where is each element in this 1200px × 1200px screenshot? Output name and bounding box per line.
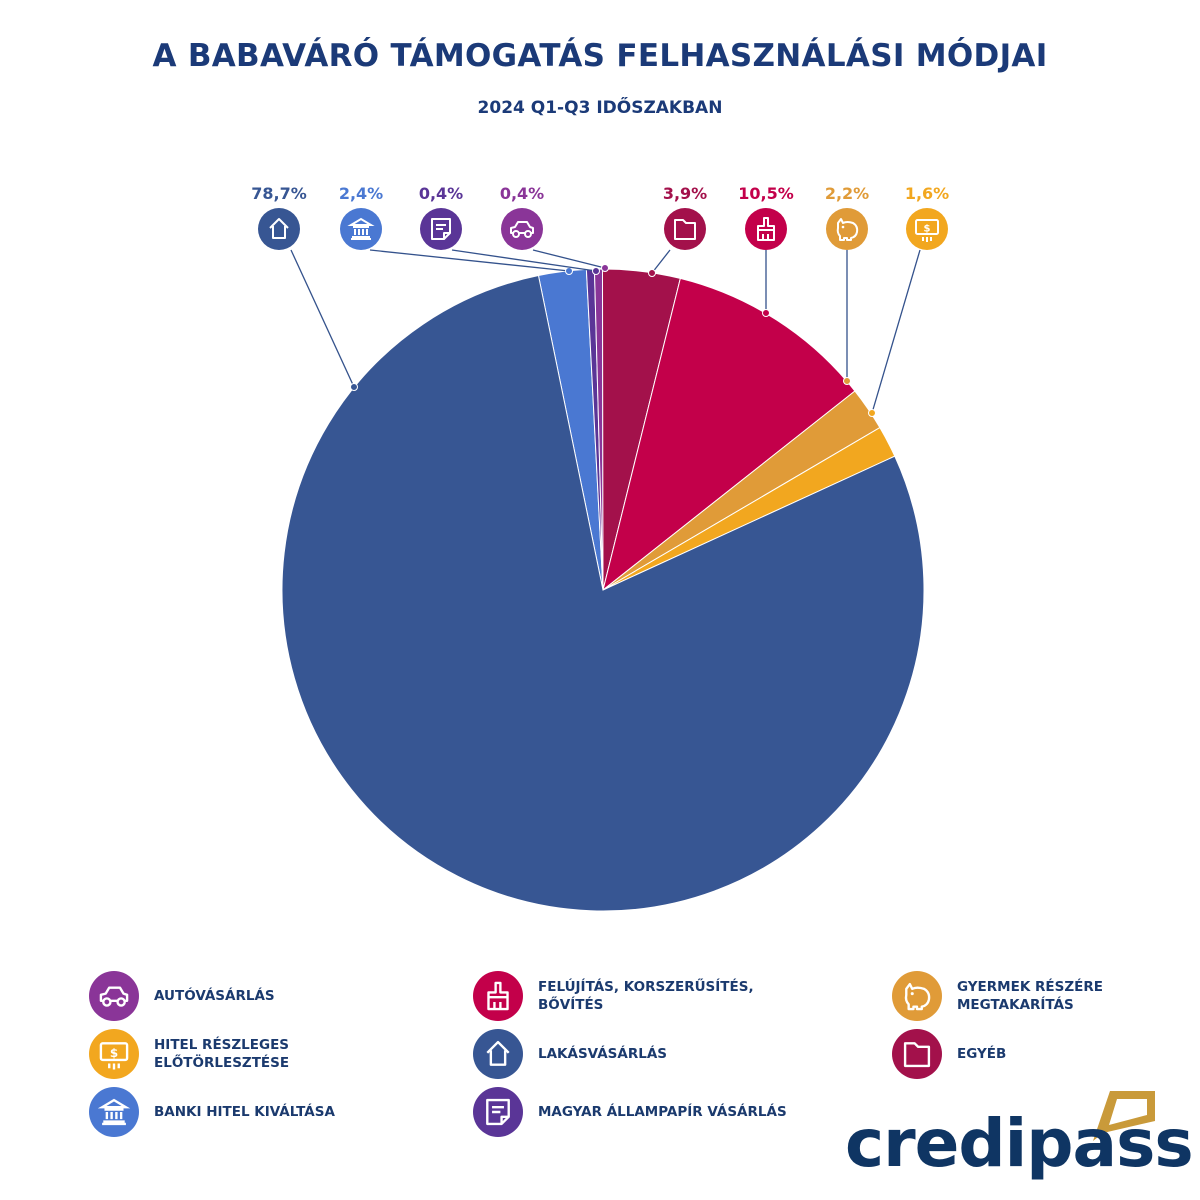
legend-swatch — [89, 1087, 139, 1137]
legend-swatch — [892, 1029, 942, 1079]
leader-line — [532, 249, 606, 269]
svg-text:$: $ — [110, 1046, 118, 1060]
car-icon — [501, 208, 543, 250]
leader-line — [871, 249, 921, 414]
chart-title: A BABAVÁRÓ TÁMOGATÁS FELHASZNÁLÁSI MÓDJA… — [152, 38, 1048, 74]
data-label: 3,9% — [663, 184, 707, 203]
legend-swatch: $ — [89, 1029, 139, 1079]
legend-label: MAGYAR ÁLLAMPAPÍR VÁSÁRLÁS — [538, 1104, 787, 1120]
svg-text:$: $ — [924, 224, 931, 235]
leader-dot — [762, 309, 770, 317]
legend-item: EGYÉB — [891, 1028, 1200, 1080]
legend-label: EGYÉB — [957, 1046, 1007, 1062]
data-label: 10,5% — [738, 184, 794, 203]
leader-line — [290, 249, 355, 388]
leader-line — [451, 249, 597, 272]
piggy-bank-icon — [892, 971, 942, 1021]
leader-dot — [592, 267, 600, 275]
legend-label: AUTÓVÁSÁRLÁS — [154, 988, 275, 1004]
paintbrush-icon — [473, 971, 523, 1021]
legend-label: BANKI HITEL KIVÁLTÁSA — [154, 1104, 335, 1120]
folder-icon — [892, 1029, 942, 1079]
piggy-bank-icon — [826, 208, 868, 250]
legend-swatch — [473, 1029, 523, 1079]
legend-swatch — [89, 971, 139, 1021]
legend-label: GYERMEK RÉSZÉRE MEGTAKARÍTÁS — [957, 979, 1103, 1013]
legend-swatch — [473, 1087, 523, 1137]
chart-subtitle: 2024 Q1-Q3 IDŐSZAKBAN — [477, 98, 723, 118]
document-icon — [420, 208, 462, 250]
car-icon — [89, 971, 139, 1021]
banknote-icon: $ — [906, 208, 948, 250]
legend-label: FELÚJÍTÁS, KORSZERŰSÍTÉS, BŐVÍTÉS — [538, 979, 754, 1013]
data-label: 0,4% — [419, 184, 463, 203]
bank-icon — [89, 1087, 139, 1137]
document-icon — [473, 1087, 523, 1137]
leader-dot — [350, 383, 358, 391]
leader-dot — [601, 264, 609, 272]
legend-swatch — [892, 971, 942, 1021]
legend-item: FELÚJÍTÁS, KORSZERŰSÍTÉS, BŐVÍTÉS — [472, 970, 788, 1022]
data-label: 0,4% — [500, 184, 544, 203]
folder-icon — [664, 208, 706, 250]
bank-icon — [340, 208, 382, 250]
legend-item: GYERMEK RÉSZÉRE MEGTAKARÍTÁS — [891, 970, 1200, 1022]
logo-mark-icon — [1093, 1091, 1155, 1141]
leader-dot — [648, 269, 656, 277]
data-label: 2,4% — [339, 184, 383, 203]
leader-dot — [868, 409, 876, 417]
legend-swatch — [473, 971, 523, 1021]
legend-label: LAKÁSVÁSÁRLÁS — [538, 1046, 668, 1062]
banknote-icon: $ — [89, 1029, 139, 1079]
legend-item: LAKÁSVÁSÁRLÁS — [472, 1028, 788, 1080]
pie-slice-house — [281, 274, 925, 912]
legend-item: BANKI HITEL KIVÁLTÁSA — [88, 1086, 404, 1138]
legend-item: $ HITEL RÉSZLEGES ELŐTÖRLESZTÉSE — [88, 1028, 404, 1080]
data-label: 2,2% — [825, 184, 869, 203]
house-icon — [258, 208, 300, 250]
logo-text: credipass — [845, 1105, 1194, 1182]
legend-label: HITEL RÉSZLEGES ELŐTÖRLESZTÉSE — [154, 1037, 290, 1071]
data-label: 78,7% — [251, 184, 307, 203]
legend-item: MAGYAR ÁLLAMPAPÍR VÁSÁRLÁS — [472, 1086, 788, 1138]
paintbrush-icon — [745, 208, 787, 250]
leader-dot — [565, 267, 573, 275]
leader-line — [651, 249, 671, 274]
leader-dot — [843, 377, 851, 385]
leader-line — [369, 249, 570, 272]
legend-item: AUTÓVÁSÁRLÁS — [88, 970, 404, 1022]
data-label: 1,6% — [905, 184, 949, 203]
house-icon — [473, 1029, 523, 1079]
